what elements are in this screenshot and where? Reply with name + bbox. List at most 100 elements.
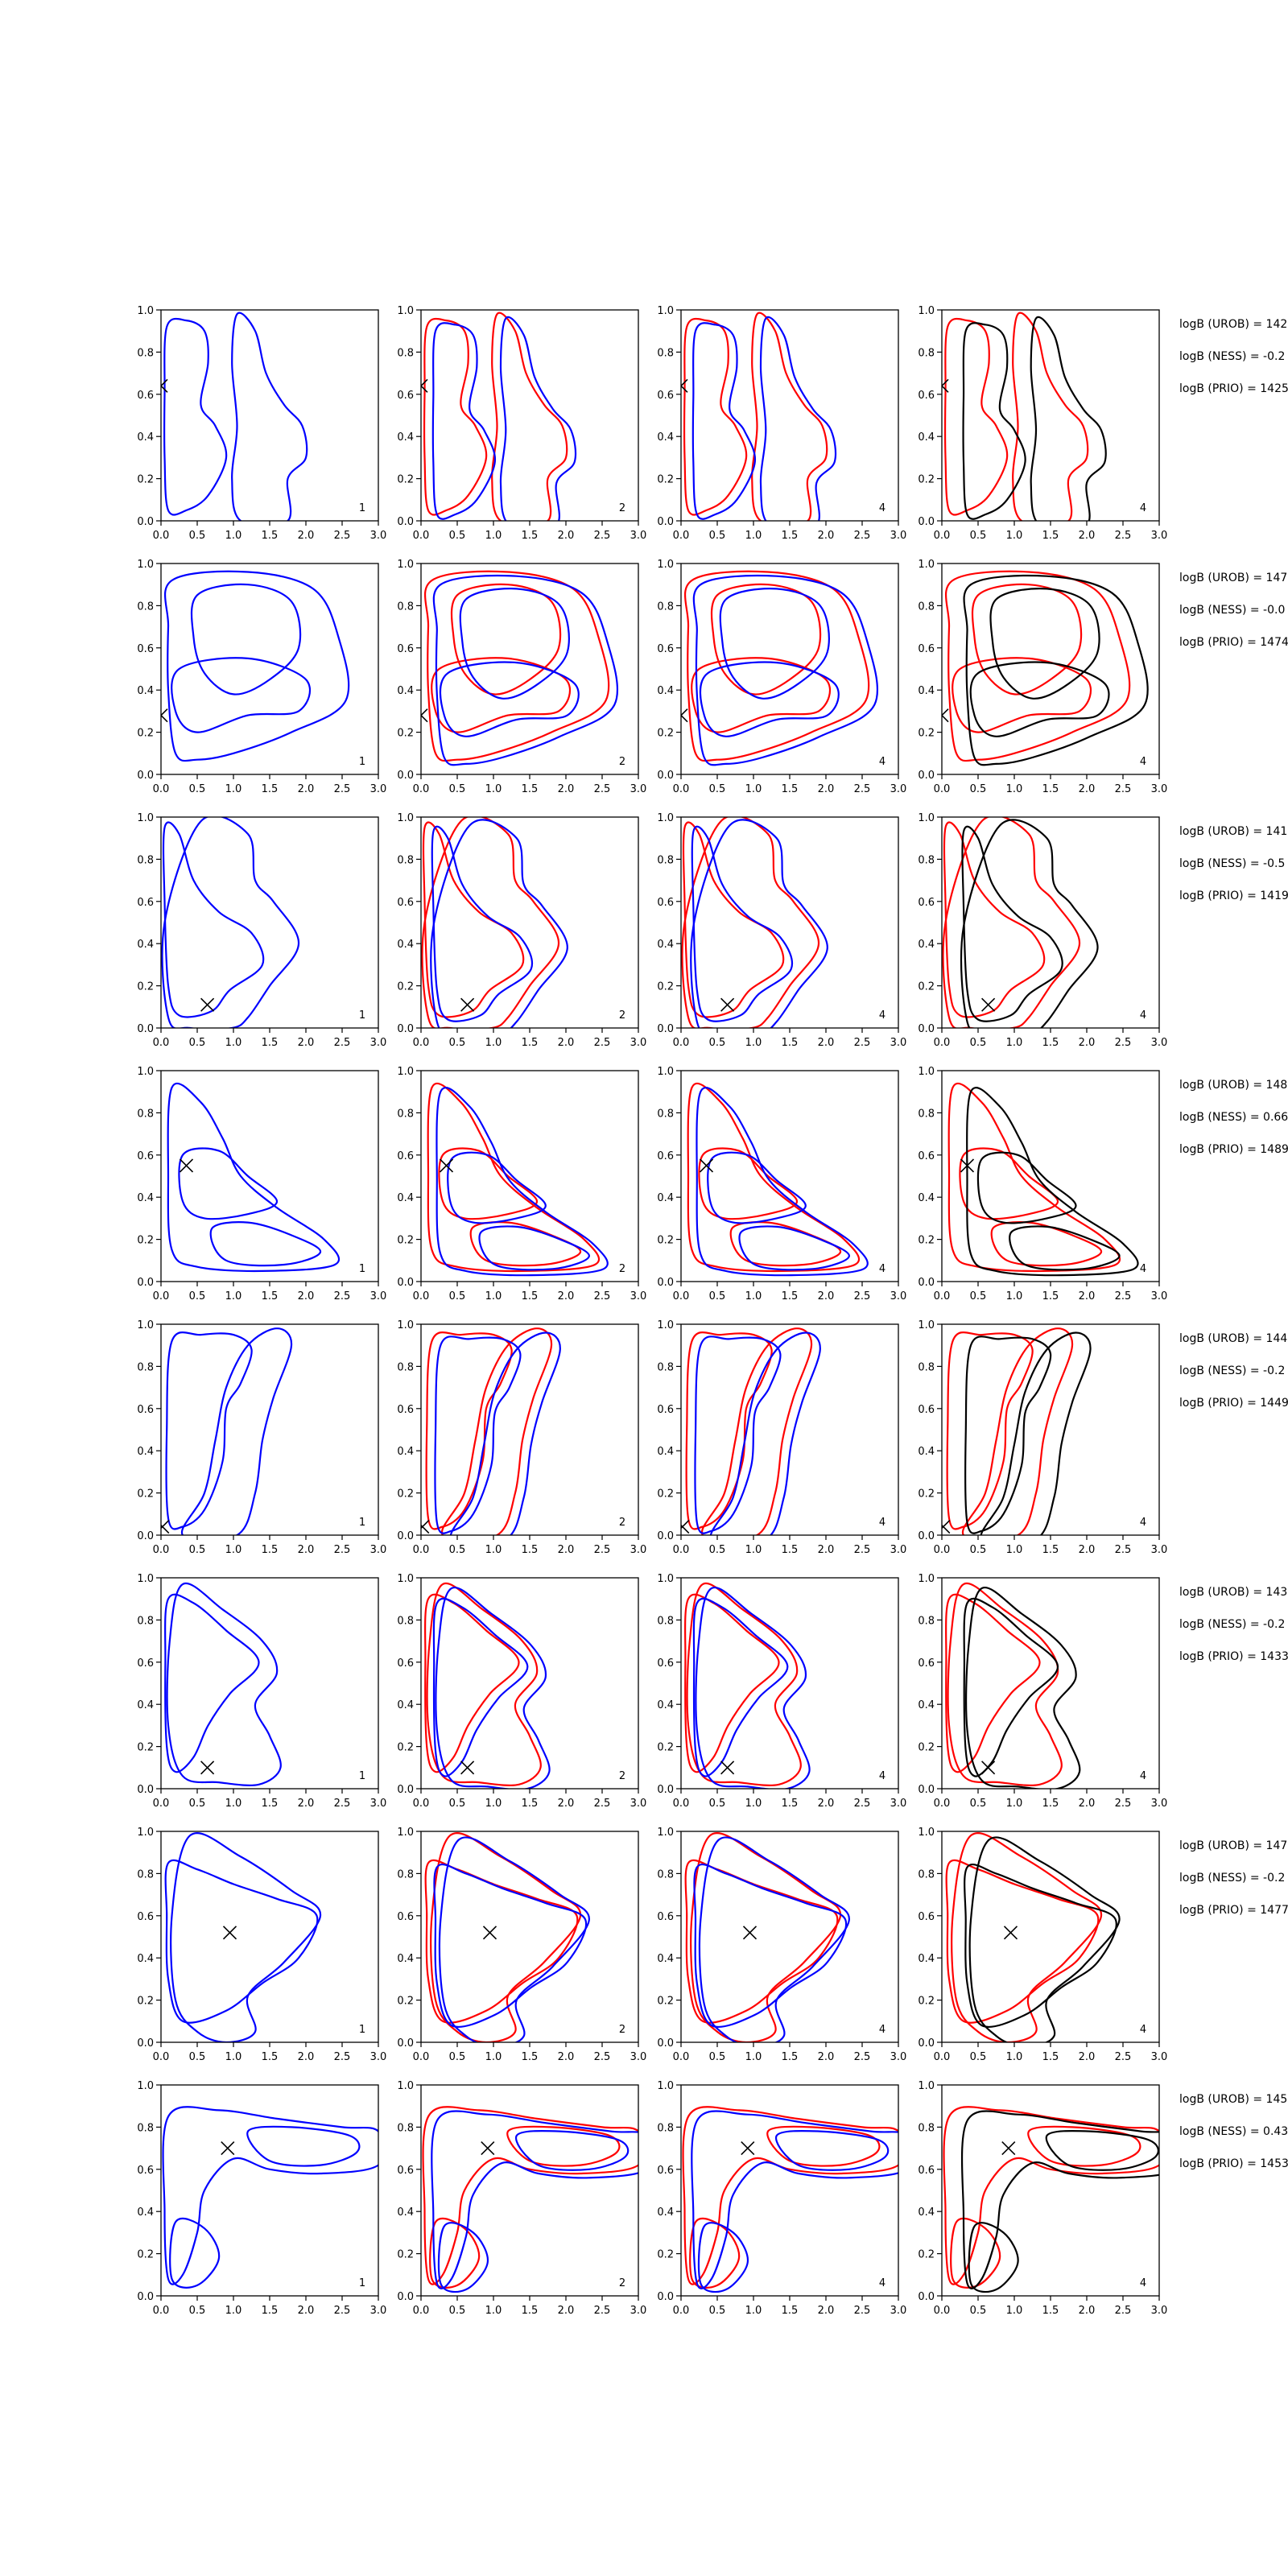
contour-blue-2 <box>435 1586 551 1789</box>
x-tick-label: 2.0 <box>818 783 835 795</box>
contour-red-1 <box>685 1331 773 1530</box>
x-tick-label: 2.5 <box>1115 2305 1132 2317</box>
marker-x <box>421 708 428 723</box>
contour-black-1 <box>960 2110 1159 2289</box>
logb-annotations: logB (UROB) = 148 logB (NESS) = 0.66 logB … <box>1179 1079 1288 1156</box>
x-tick-label: 2.0 <box>818 1798 835 1810</box>
contour-group <box>942 570 1149 766</box>
y-tick-label: 1.0 <box>657 2080 674 2092</box>
panel-r5-c4: 0.0 0.5 1.0 1.5 2.0 2.5 3.0 0.0 0.2 0.4 0.6 0.8 1.0 4 <box>918 1319 1167 1556</box>
y-tick-label: 0.0 <box>918 1023 935 1035</box>
y-tick-label: 0.4 <box>137 431 154 444</box>
marker-x <box>720 997 735 1012</box>
panel-number: 4 <box>879 502 886 514</box>
x-tick-label: 0.0 <box>413 1798 430 1810</box>
panel-r6-c2: 0.0 0.5 1.0 1.5 2.0 2.5 3.0 0.0 0.2 0.4 0.6 0.8 1.0 2 <box>397 1573 646 1810</box>
contour-blue-3 <box>169 2217 221 2289</box>
y-tick-label: 0.2 <box>397 2249 414 2261</box>
logb-line-2: logB (NESS) = 0.43 <box>1179 2125 1288 2138</box>
x-tick-label: 2.5 <box>334 1544 351 1556</box>
x-tick-label: 1.5 <box>522 783 539 795</box>
y-tick-label: 0.8 <box>657 1108 674 1120</box>
contour-red-1 <box>682 821 785 1018</box>
y-tick-label: 1.0 <box>918 1319 935 1331</box>
x-tick-label: 2.0 <box>298 530 315 542</box>
y-tick-label: 0.8 <box>657 2122 674 2134</box>
y-tick-label: 0.6 <box>137 1150 154 1162</box>
panel-number: 2 <box>619 1263 625 1275</box>
x-tick-label: 1.5 <box>782 2051 799 2063</box>
y-tick-label: 0.0 <box>397 1023 414 1035</box>
x-tick-label: 0.0 <box>934 783 951 795</box>
x-tick-label: 3.0 <box>890 2305 907 2317</box>
x-tick-label: 3.0 <box>890 530 907 542</box>
x-tick-label: 0.0 <box>153 1544 170 1556</box>
panel-r5-c1: 0.0 0.5 1.0 1.5 2.0 2.5 3.0 0.0 0.2 0.4 0.6 0.8 1.0 1 <box>137 1319 386 1556</box>
x-tick-label: 2.5 <box>594 530 611 542</box>
x-tick-label: 0.0 <box>673 1544 690 1556</box>
y-tick-label: 0.2 <box>397 474 414 486</box>
contour-red-3 <box>691 657 832 733</box>
y-tick-label: 0.6 <box>397 1657 414 1670</box>
contour-blue-1 <box>431 2110 638 2289</box>
y-tick-label: 0.8 <box>397 1868 414 1880</box>
y-tick-label: 0.0 <box>657 516 674 528</box>
y-tick-label: 0.0 <box>657 2291 674 2303</box>
y-tick-label: 0.6 <box>918 1911 935 1923</box>
x-tick-label: 3.0 <box>1151 1290 1168 1302</box>
x-tick-label: 0.5 <box>449 2051 466 2063</box>
marker-x <box>460 1761 475 1775</box>
contour-group <box>945 1582 1081 1789</box>
axes-frame <box>160 1831 379 2043</box>
x-tick-label: 0.0 <box>934 1544 951 1556</box>
panel-number: 4 <box>1140 2024 1146 2036</box>
y-tick-label: 0.4 <box>657 1192 674 1204</box>
contour-blue-1 <box>163 570 350 762</box>
y-tick-label: 1.0 <box>397 305 414 317</box>
x-tick-label: 1.0 <box>1006 783 1023 795</box>
logb-line-1: logB (UROB) = 145 <box>1179 2093 1287 2106</box>
x-tick-label: 3.0 <box>630 2305 647 2317</box>
panel-r3-c3: 0.0 0.5 1.0 1.5 2.0 2.5 3.0 0.0 0.2 0.4 0.6 0.8 1.0 4 <box>657 812 906 1049</box>
x-tick-label: 2.0 <box>298 1798 315 1810</box>
y-tick-label: 0.8 <box>657 1615 674 1627</box>
x-tick-label: 0.5 <box>449 1544 466 1556</box>
contour-black-2 <box>968 1836 1121 2042</box>
contour-group <box>421 570 619 766</box>
contour-black-3 <box>968 2222 1019 2293</box>
axes-frame <box>420 309 639 522</box>
y-tick-label: 0.8 <box>657 1361 674 1373</box>
panel-number: 4 <box>879 2277 886 2289</box>
contour-black-2 <box>1045 2129 1159 2171</box>
panel-number: 1 <box>359 1517 365 1529</box>
panel-number: 1 <box>359 1770 365 1782</box>
contour-blue-1 <box>162 821 265 1018</box>
contour-blue-1 <box>692 1597 789 1777</box>
x-tick-label: 2.5 <box>334 530 351 542</box>
y-tick-label: 0.0 <box>918 516 935 528</box>
contour-black-2 <box>960 819 1099 1028</box>
x-tick-label: 2.0 <box>298 1037 315 1049</box>
y-tick-label: 0.6 <box>397 1404 414 1416</box>
logb-line-2: logB (NESS) = -0.2 <box>1179 1872 1285 1885</box>
contour-red-1 <box>423 317 488 516</box>
x-tick-label: 3.0 <box>890 783 907 795</box>
axes-frame <box>420 1070 639 1282</box>
y-tick-label: 0.2 <box>397 1996 414 2008</box>
contour-blue-2 <box>459 588 570 700</box>
y-tick-label: 0.2 <box>397 981 414 993</box>
axes-frame <box>160 1323 379 1536</box>
y-tick-label: 0.4 <box>657 1699 674 1711</box>
x-tick-label: 2.5 <box>854 2051 871 2063</box>
y-tick-label: 0.2 <box>137 2249 154 2261</box>
y-tick-label: 0.6 <box>918 2165 935 2177</box>
y-tick-label: 0.6 <box>657 1150 674 1162</box>
x-tick-label: 0.5 <box>189 1037 206 1049</box>
x-tick-label: 1.5 <box>1042 783 1059 795</box>
contour-black-3 <box>1009 1225 1121 1271</box>
panel-number: 4 <box>1140 1517 1146 1529</box>
y-tick-label: 1.0 <box>918 1573 935 1585</box>
x-tick-label: 1.0 <box>1006 1290 1023 1302</box>
y-tick-label: 1.0 <box>137 1827 154 1839</box>
y-tick-label: 0.8 <box>137 1361 154 1373</box>
